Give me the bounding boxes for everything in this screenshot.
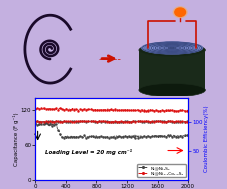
Ni@Ni₃S₂ <box>128 137 131 139</box>
Circle shape <box>174 8 185 16</box>
Ni@Ni₃S₂ <box>163 135 166 137</box>
Ni@Ni₁.₄Co₁.₆S₂ <box>125 109 128 112</box>
Y-axis label: Coulombic Efficiency(%): Coulombic Efficiency(%) <box>203 106 208 172</box>
Ellipse shape <box>141 42 202 54</box>
Ni@Ni₁.₄Co₁.₆S₂ <box>186 110 189 112</box>
Ni@Ni₃S₂ <box>46 122 48 124</box>
Ni@Ni₁.₄Co₁.₆S₂ <box>42 106 45 109</box>
Ni@Ni₁.₄Co₁.₆S₂ <box>165 111 167 113</box>
Y-axis label: Capacitance (F g⁻¹): Capacitance (F g⁻¹) <box>13 112 19 166</box>
Line: Ni@Ni₁.₄Co₁.₆S₂: Ni@Ni₁.₄Co₁.₆S₂ <box>34 106 188 113</box>
Ni@Ni₃S₂ <box>34 122 37 124</box>
Ni@Ni₁.₄Co₁.₆S₂ <box>34 107 37 110</box>
Ni@Ni₁.₄Co₁.₆S₂ <box>127 109 130 112</box>
Legend: Ni@Ni₃S₂, Ni@Ni₁.₄Co₁.₆S₂: Ni@Ni₃S₂, Ni@Ni₁.₄Co₁.₆S₂ <box>136 164 185 177</box>
Bar <box>138 50 205 90</box>
Ni@Ni₃S₂ <box>125 135 128 137</box>
Ni@Ni₃S₂ <box>65 137 68 140</box>
Circle shape <box>173 7 186 18</box>
Ellipse shape <box>138 83 205 97</box>
Text: Loading Level = 20 mg cm⁻¹: Loading Level = 20 mg cm⁻¹ <box>45 149 132 155</box>
Ni@Ni₁.₄Co₁.₆S₂ <box>124 109 127 111</box>
Ni@Ni₁.₄Co₁.₆S₂ <box>163 110 165 112</box>
Ellipse shape <box>138 43 205 57</box>
Ni@Ni₃S₂ <box>34 124 37 126</box>
Ni@Ni₃S₂ <box>125 136 128 138</box>
Ni@Ni₁.₄Co₁.₆S₂ <box>173 109 175 111</box>
Ni@Ni₃S₂ <box>173 136 175 138</box>
Line: Ni@Ni₃S₂: Ni@Ni₃S₂ <box>34 122 188 139</box>
Ni@Ni₁.₄Co₁.₆S₂ <box>34 108 37 110</box>
Ni@Ni₃S₂ <box>186 135 189 138</box>
